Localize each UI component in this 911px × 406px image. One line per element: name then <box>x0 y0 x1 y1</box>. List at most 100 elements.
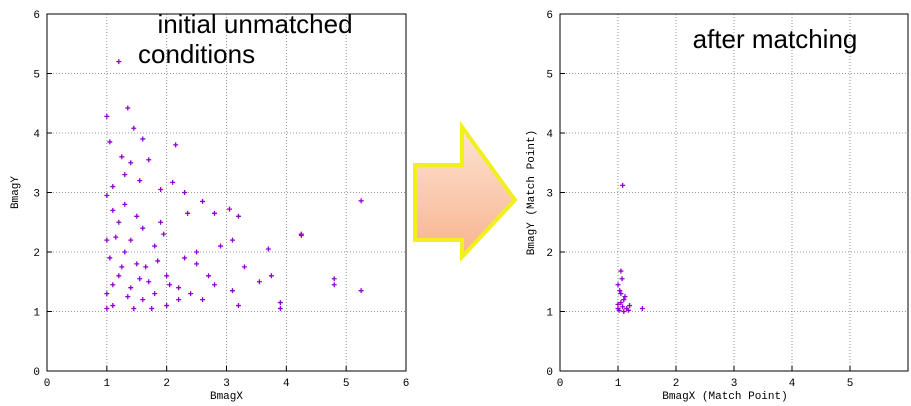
figure: 01234560123456BmagXBmagYinitial unmatche… <box>0 0 911 406</box>
y-tick-label: 6 <box>33 10 40 22</box>
point <box>140 136 145 141</box>
point <box>359 288 364 293</box>
point <box>230 288 235 293</box>
y-tick-label: 5 <box>546 70 553 82</box>
y-axis-label: BmagY <box>10 176 22 209</box>
y-axis-label: BmagY (Match Point) <box>526 130 538 255</box>
x-tick-label: 3 <box>731 378 738 390</box>
point <box>167 282 172 287</box>
point <box>122 250 127 255</box>
point <box>257 279 262 284</box>
point <box>116 273 121 278</box>
point <box>152 291 157 296</box>
annotation-line: initial unmatched <box>157 9 352 39</box>
point <box>185 211 190 216</box>
point <box>200 199 205 204</box>
point <box>278 300 283 305</box>
x-axis-label: BmagX (Match Point) <box>662 391 787 403</box>
x-tick-label: 2 <box>673 378 680 390</box>
y-tick-label: 3 <box>33 189 40 201</box>
point <box>122 202 127 207</box>
x-tick-label: 0 <box>557 378 564 390</box>
point <box>128 285 133 290</box>
point <box>640 306 645 311</box>
point <box>230 238 235 243</box>
y-tick-label: 2 <box>33 248 40 260</box>
point <box>236 214 241 219</box>
point <box>146 157 151 162</box>
point <box>170 180 175 185</box>
point <box>182 255 187 260</box>
point <box>236 303 241 308</box>
y-tick-label: 1 <box>546 308 553 320</box>
x-tick-label: 5 <box>847 378 854 390</box>
point <box>194 250 199 255</box>
point <box>116 220 121 225</box>
point <box>620 276 625 281</box>
point <box>149 306 154 311</box>
point <box>621 309 626 314</box>
point <box>618 269 623 274</box>
point <box>110 282 115 287</box>
point <box>359 198 364 203</box>
point <box>128 160 133 165</box>
y-tick-label: 1 <box>33 308 40 320</box>
point <box>176 297 181 302</box>
x-tick-label: 0 <box>44 378 51 390</box>
y-tick-label: 3 <box>546 189 553 201</box>
point <box>131 126 136 131</box>
point <box>173 142 178 147</box>
point <box>128 238 133 243</box>
point <box>227 207 232 212</box>
point <box>134 261 139 266</box>
x-tick-label: 1 <box>104 378 111 390</box>
point <box>212 211 217 216</box>
point <box>140 297 145 302</box>
point <box>119 154 124 159</box>
point <box>155 258 160 263</box>
point <box>140 226 145 231</box>
x-tick-label: 4 <box>789 378 796 390</box>
point <box>206 273 211 278</box>
point <box>143 264 148 269</box>
point <box>110 303 115 308</box>
point <box>200 297 205 302</box>
y-tick-label: 6 <box>546 10 553 22</box>
point <box>212 282 217 287</box>
point <box>194 261 199 266</box>
arrow <box>415 127 515 257</box>
point <box>620 183 625 188</box>
point <box>122 172 127 177</box>
point <box>104 306 109 311</box>
point <box>137 178 142 183</box>
annotation-line: after matching <box>693 24 858 54</box>
point <box>131 306 136 311</box>
point <box>158 187 163 192</box>
point <box>125 106 130 111</box>
point <box>110 184 115 189</box>
point <box>161 232 166 237</box>
point <box>164 273 169 278</box>
x-tick-label: 1 <box>615 378 622 390</box>
point <box>278 306 283 311</box>
x-tick-label: 3 <box>223 378 230 390</box>
x-tick-label: 6 <box>403 378 410 390</box>
point <box>119 264 124 269</box>
point <box>332 276 337 281</box>
point <box>182 190 187 195</box>
point <box>332 282 337 287</box>
point <box>627 303 632 308</box>
point <box>104 291 109 296</box>
x-tick-label: 4 <box>283 378 290 390</box>
x-tick-label: 5 <box>343 378 350 390</box>
y-tick-label: 4 <box>546 129 553 141</box>
x-tick-label: 2 <box>163 378 170 390</box>
point <box>269 273 274 278</box>
point <box>176 285 181 290</box>
point <box>107 139 112 144</box>
point <box>134 214 139 219</box>
y-tick-label: 2 <box>546 248 553 260</box>
annotation: after matching <box>693 24 858 54</box>
annotation-line: conditions <box>138 39 255 69</box>
